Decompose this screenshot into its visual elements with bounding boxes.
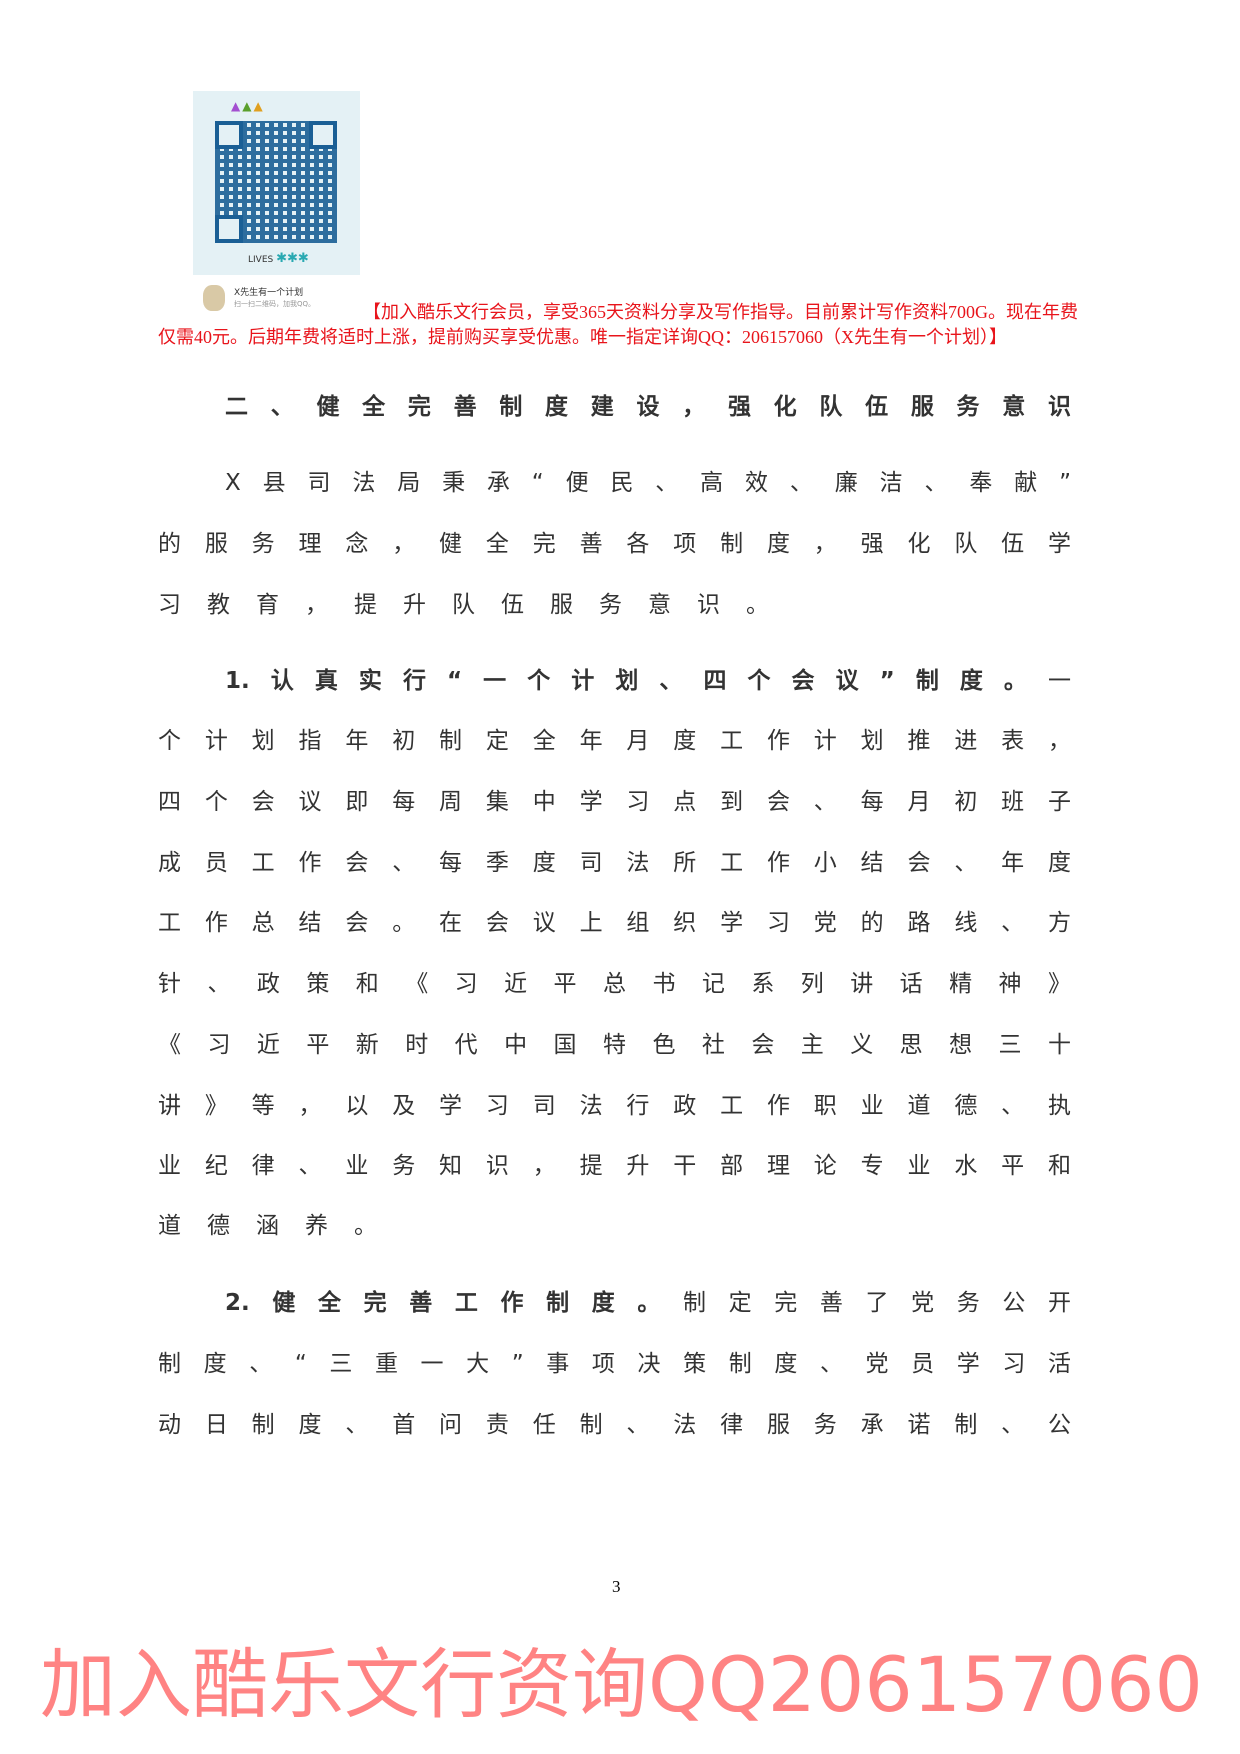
paragraph-line: 《习近平新时代中国特色社会主义思想三十: [158, 1032, 1071, 1058]
paragraph-line: 四个会议即每周集中学习点到会、每月初班子: [158, 789, 1071, 815]
paragraph-line: 的服务理念，健全完善各项制度，强化队伍学: [158, 531, 1071, 557]
paragraph-line: 工作总结会。在会议上组织学习党的路线、方: [158, 910, 1071, 936]
qr-finder-icon: [309, 121, 337, 149]
promo-notice: 【加入酷乐文行会员，享受365天资料分享及写作指导。目前累计写作资料700G。现…: [158, 302, 1078, 347]
qr-finder-icon: [215, 215, 243, 243]
subheading-line: 1.认真实行“一个计划、四个会议”制度。一: [225, 668, 1071, 694]
qr-caption-subtitle: 扫一扫二维码，加我QQ。: [234, 300, 316, 308]
paragraph-line: 个计划指年初制定全年月度工作计划推进表，: [158, 728, 1071, 754]
paragraph-line: X县司法局秉承“便民、高效、廉洁、奉献”: [225, 470, 1071, 496]
section-heading: 二、健全完善制度建设，强化队伍服务意识: [225, 394, 1071, 420]
paragraph-line: 成员工作会、每季度司法所工作小结会、年度: [158, 850, 1071, 876]
paragraph-line: 道德涵养。: [158, 1213, 403, 1239]
paragraph-line: 针、政策和《习近平总书记系列讲话精神》: [158, 971, 1071, 997]
qr-finder-icon: [215, 121, 243, 149]
watermark: 加入酷乐文行资询QQ206157060: [40, 1640, 1203, 1729]
paragraph-line: 动日制度、首问责任制、法律服务承诺制、公: [158, 1412, 1071, 1438]
qr-caption-title: X先生有一个计划: [234, 288, 304, 298]
qr-code-image: ▲▲▲ LIVES ✱✱✱: [193, 91, 360, 275]
paragraph-line: 业纪律、业务知识，提升干部理论专业水平和: [158, 1153, 1071, 1179]
paragraph-line: 习教育，提升队伍服务意识。: [158, 592, 795, 618]
ghost-icons: ▲▲▲: [231, 99, 265, 113]
page-number: 3: [612, 1577, 621, 1596]
paragraph-line: 制度、“三重一大”事项决策制度、党员学习活: [158, 1351, 1071, 1377]
lives-label: LIVES ✱✱✱: [248, 251, 309, 266]
avatar: [203, 285, 225, 311]
paragraph-line: 讲》等，以及学习司法行政工作职业道德、执: [158, 1093, 1071, 1119]
subheading-line: 2.健全完善工作制度。制定完善了党务公开: [225, 1290, 1071, 1316]
